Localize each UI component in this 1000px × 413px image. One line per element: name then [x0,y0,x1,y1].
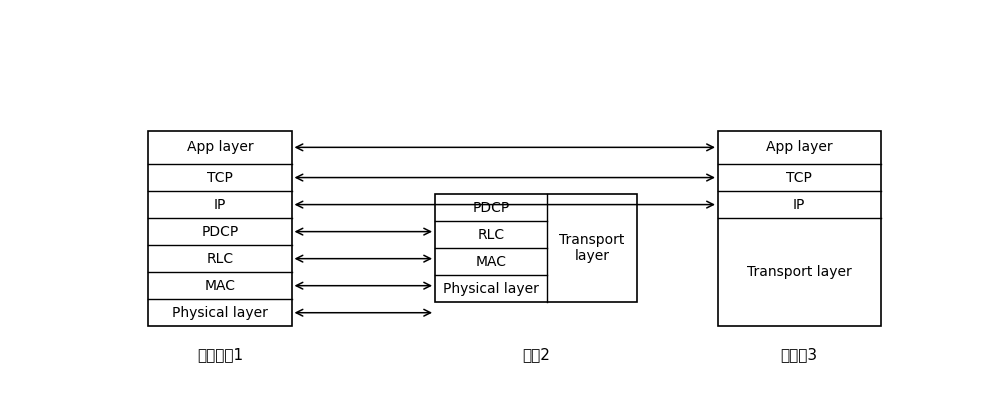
Text: PDCP: PDCP [473,201,510,215]
Text: 终端设备1: 终端设备1 [197,347,243,362]
Text: Physical layer: Physical layer [443,282,539,296]
Text: TCP: TCP [207,171,233,185]
Text: App layer: App layer [187,140,253,154]
Text: Transport
layer: Transport layer [559,233,625,263]
Bar [435,194,637,302]
Text: 基圱2: 基圱2 [522,347,550,362]
Text: Transport layer: Transport layer [747,265,852,279]
Text: App layer: App layer [766,140,833,154]
Text: MAC: MAC [204,279,235,293]
Text: RLC: RLC [478,228,505,242]
Text: 服务器3: 服务器3 [781,347,818,362]
Text: Physical layer: Physical layer [172,306,268,320]
Text: IP: IP [793,197,805,211]
Text: MAC: MAC [476,255,507,269]
Text: TCP: TCP [786,171,812,185]
Bar [718,131,881,326]
Text: RLC: RLC [206,252,234,266]
Bar [148,131,292,326]
Text: IP: IP [214,197,226,211]
Text: PDCP: PDCP [201,225,239,239]
